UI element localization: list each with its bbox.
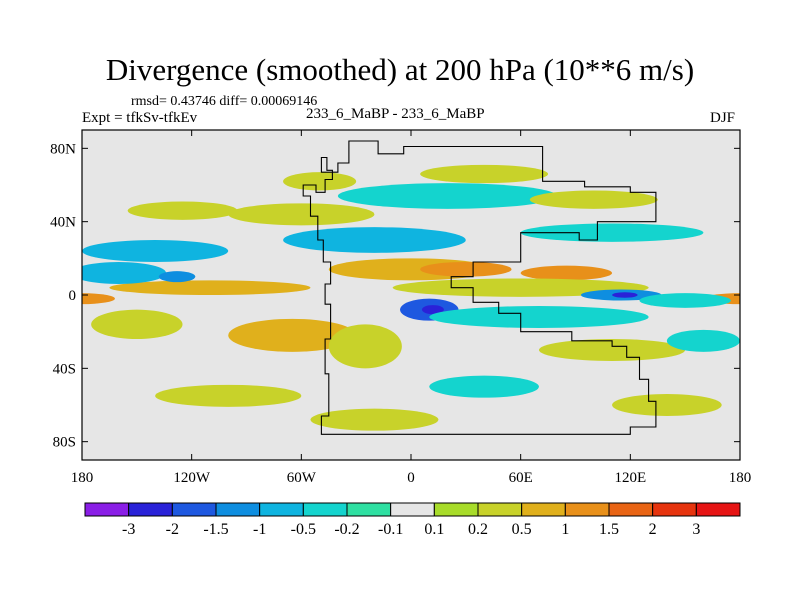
y-tick-label: 80S [53,435,76,451]
contour-patch-31 [310,408,439,431]
colorbar-swatch-11 [564,502,610,517]
contour-fill-layer [82,164,740,431]
axes-layer: 180 120W 60W 0 60E 120E 180 80N 40N 0 40S 80S [50,130,751,486]
contour-patch-25 [328,324,402,369]
x-tick-label: 120W [173,470,211,486]
contour-patch-28 [666,329,740,352]
colorbar-label: -0.1 [378,521,403,538]
colorbar: -3 -2 -1.5 -1 -0.5 -0.2 -0.1 0.1 0.2 0.5 1 1.5 2 3 [84,502,741,538]
season-label: DJF [710,110,736,126]
colorbar-swatch-3 [215,502,261,517]
x-tick-label: 0 [407,470,415,486]
chart-title: Divergence (smoothed) at 200 hPa (10**6 … [105,52,695,87]
experiment-label: Expt = tfkSv-tfkEv [82,110,198,126]
contour-patch-29 [429,375,539,398]
x-tick-label: 180 [729,470,752,486]
contour-patch-17 [392,278,649,297]
contour-patch-16 [520,265,613,281]
colorbar-label: -0.2 [334,521,359,538]
x-tick-label: 180 [71,470,94,486]
contour-patch-10 [420,164,549,184]
contour-patch-0 [82,293,115,305]
contour-patch-26 [429,306,649,328]
y-tick-label: 0 [69,288,77,304]
contour-patch-4 [82,240,229,262]
colorbar-label: -0.5 [291,521,316,538]
contour-patch-12 [529,190,658,209]
colorbar-swatch-6 [346,502,392,517]
colorbar-swatch-1 [128,502,173,517]
contour-patch-19 [421,305,444,315]
colorbar-swatch-14 [695,502,741,517]
colorbar-swatch-10 [521,502,566,517]
x-tick-label: 60E [509,470,533,486]
contour-patch-2 [109,280,311,295]
x-tick-label: 120E [614,470,646,486]
contour-patch-9 [337,183,558,209]
colorbar-swatch-0 [84,502,130,517]
colorbar-label: 1.5 [599,521,619,538]
contour-patch-30 [155,384,302,407]
colorbar-label: -1.5 [203,521,228,538]
contour-patch-24 [228,318,357,352]
contour-patch-5 [158,271,196,283]
y-tick-label: 40S [53,361,76,377]
colorbar-label: 3 [692,521,700,538]
colorbar-label: 0.1 [424,521,444,538]
colorbar-label: -1 [253,521,266,538]
colorbar-swatch-7 [390,502,435,517]
colorbar-swatch-13 [652,502,697,517]
contour-patch-32 [612,394,722,416]
colorbar-swatch-12 [608,502,654,517]
contour-patch-21 [612,292,638,298]
contour-patch-11 [283,172,357,191]
colorbar-label: 0.2 [468,521,488,538]
colorbar-label: 2 [649,521,657,538]
colorbar-swatch-9 [477,502,523,517]
rmsd-diff-stats: rmsd= 0.43746 diff= 0.00069146 [131,94,318,109]
colorbar-swatch-5 [302,502,348,517]
colorbar-swatch-8 [433,502,479,517]
y-tick-label: 80N [50,141,76,157]
contour-patch-6 [127,201,238,220]
continent-outline [302,140,657,435]
x-tick-label: 60W [287,470,317,486]
colorbar-label: -3 [122,521,135,538]
contour-patch-13 [520,223,704,242]
contour-patch-8 [283,227,466,253]
contour-patch-15 [420,262,512,277]
colorbar-swatch-4 [259,502,304,517]
colorbar-swatch-2 [171,502,217,517]
contour-patch-7 [228,203,375,226]
contour-patch-27 [538,339,686,361]
y-tick-label: 40N [50,215,76,231]
contour-patch-23 [91,309,183,340]
colorbar-label: 0.5 [512,521,532,538]
colorbar-label: 1 [561,521,569,538]
case-label: 233_6_MaBP - 233_6_MaBP [306,106,485,122]
contour-patch-22 [639,293,731,308]
contour-patch-3 [82,262,167,284]
colorbar-label: -2 [166,521,179,538]
